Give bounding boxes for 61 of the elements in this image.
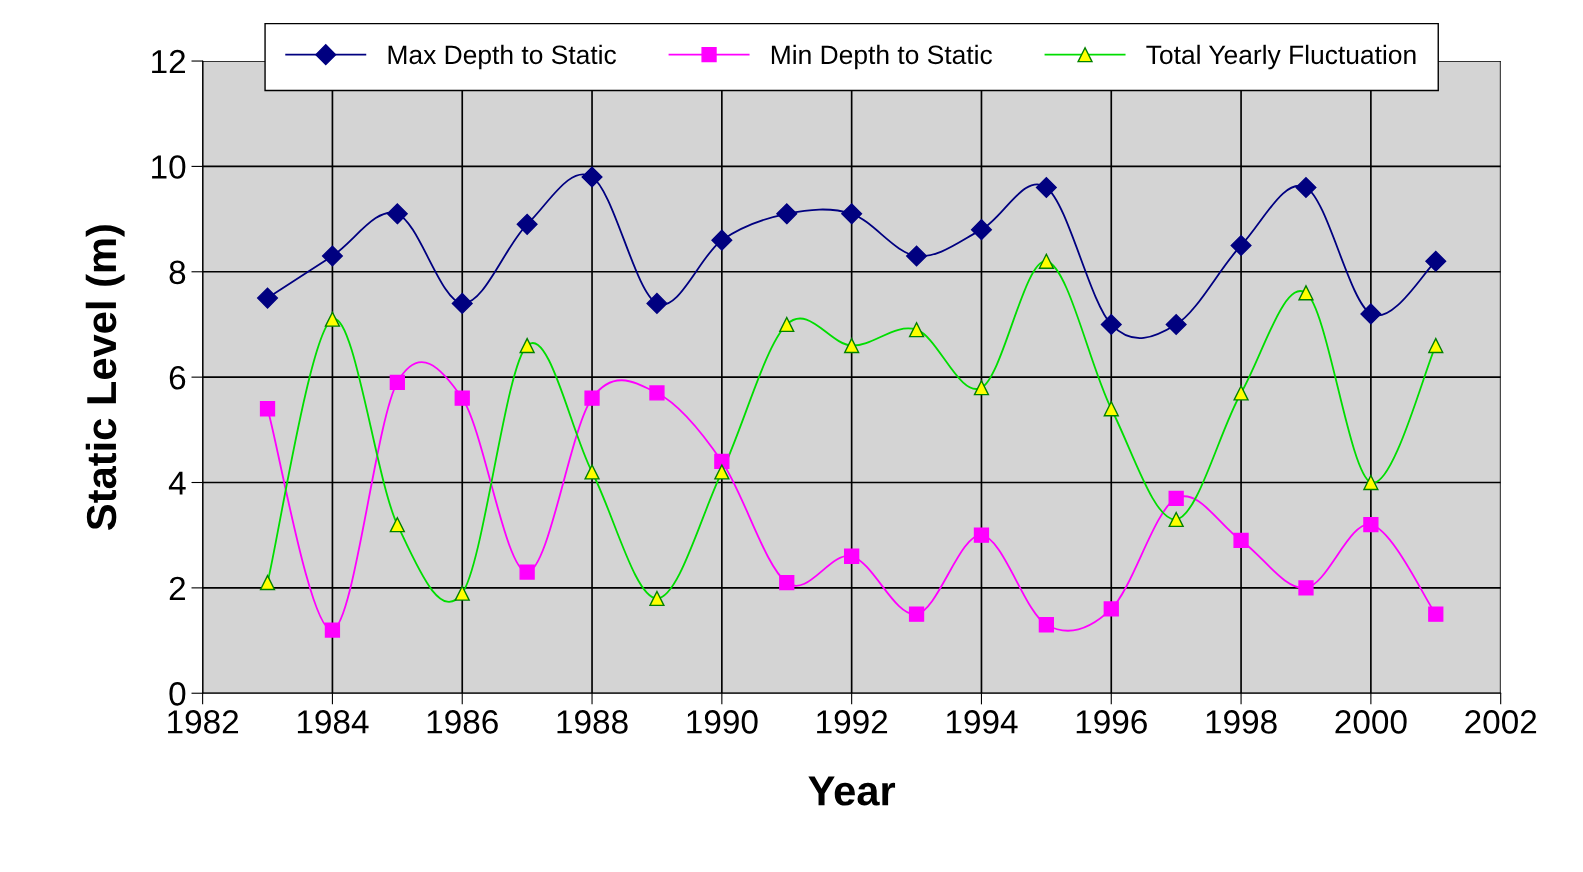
point <box>1168 490 1184 506</box>
point <box>324 622 341 638</box>
x-tick-label: 1998 <box>1206 710 1277 734</box>
x-tick-label: 1984 <box>297 710 369 734</box>
point <box>321 245 343 267</box>
point <box>779 574 795 591</box>
y-tick-label: 4 <box>168 471 186 495</box>
y-tick-label: 0 <box>169 682 186 706</box>
point <box>581 166 603 188</box>
point <box>584 390 600 406</box>
legend-label: Total Yearly Fluctuation <box>1146 44 1416 70</box>
x-tick-label: 1996 <box>1076 710 1147 734</box>
point <box>1425 250 1447 272</box>
x-tick-label: 1994 <box>946 710 1018 734</box>
x-tick-label: 2002 <box>1465 710 1537 734</box>
point <box>259 401 276 417</box>
point <box>711 229 733 251</box>
point <box>1428 606 1444 622</box>
point <box>1298 580 1314 596</box>
point <box>1038 617 1055 633</box>
x-tick-label: 2000 <box>1335 710 1407 734</box>
point <box>1035 176 1057 198</box>
point <box>841 203 863 225</box>
legend-label: Min Depth to Static <box>771 44 993 70</box>
point <box>908 606 925 622</box>
y-tick-label: 2 <box>169 576 185 600</box>
point <box>516 213 538 235</box>
point <box>1360 303 1382 325</box>
x-tick-label: 1992 <box>817 710 888 734</box>
point <box>973 527 990 543</box>
y-axis-title: Static Level (m) <box>85 225 125 530</box>
point <box>454 390 470 406</box>
point <box>1165 313 1187 335</box>
point <box>451 292 473 314</box>
point <box>1233 532 1249 549</box>
x-tick-label: 1986 <box>427 710 498 734</box>
point <box>776 203 798 225</box>
point <box>257 287 279 309</box>
point <box>714 453 730 470</box>
point <box>844 548 860 564</box>
point <box>386 203 408 225</box>
legend-label: Max Depth to Static <box>388 44 617 70</box>
point <box>389 374 405 391</box>
y-tick-label: 12 <box>152 49 185 74</box>
point <box>1295 176 1317 198</box>
y-tick-label: 6 <box>169 365 186 390</box>
x-tick-label: 1982 <box>168 710 239 734</box>
x-axis-title: Year <box>808 776 896 806</box>
point <box>1100 313 1122 335</box>
point <box>519 564 535 580</box>
x-tick-label: 1988 <box>557 710 628 734</box>
point <box>1103 601 1119 617</box>
y-tick-label: 10 <box>152 155 186 179</box>
point <box>970 219 992 241</box>
point <box>1363 517 1379 533</box>
point <box>1230 234 1252 256</box>
y-tick-label: 8 <box>169 260 186 285</box>
point <box>649 385 665 401</box>
x-tick-label: 1990 <box>687 710 758 734</box>
point <box>906 245 928 267</box>
point <box>646 292 668 314</box>
